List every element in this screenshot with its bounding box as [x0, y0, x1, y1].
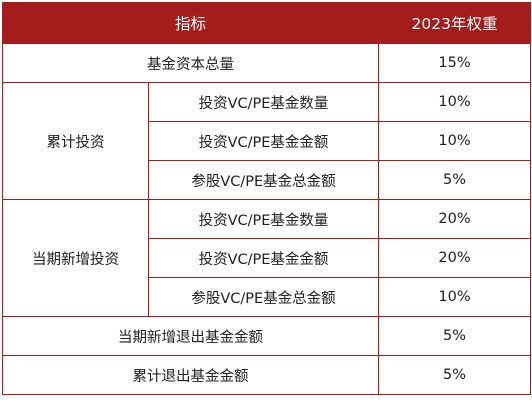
weights-table: 指标 2023年权重 基金资本总量 15% 累计投资 投资VC/PE基金数量 1…	[1, 2, 532, 395]
indicator-label: 参股VC/PE基金总金额	[147, 277, 380, 317]
indicator-label: 投资VC/PE基金数量	[147, 199, 380, 239]
table-row: 投资VC/PE基金金额 20%	[3, 238, 532, 278]
table-row: 当期新增投资 投资VC/PE基金数量 20%	[2, 199, 532, 317]
indicator-label: 参股VC/PE基金总金额	[147, 160, 380, 200]
indicator-label: 投资VC/PE基金金额	[147, 238, 380, 278]
weight-value: 15%	[378, 43, 532, 83]
weight-value: 5%	[378, 316, 532, 356]
weight-value: 10%	[378, 82, 532, 122]
weight-value: 20%	[378, 199, 532, 239]
table-row: 投资VC/PE基金金额 10%	[3, 121, 532, 161]
indicator-label: 基金资本总量	[1, 43, 380, 83]
indicator-label: 投资VC/PE基金金额	[147, 121, 380, 161]
header-weight: 2023年权重	[378, 2, 532, 44]
header-row: 指标 2023年权重	[1, 2, 532, 44]
indicator-label: 累计退出基金金额	[1, 355, 380, 395]
table-row: 当期新增退出基金金额 5%	[1, 316, 532, 356]
table-row: 基金资本总量 15%	[1, 43, 532, 83]
weight-value: 5%	[378, 160, 532, 200]
header-indicator: 指标	[1, 2, 380, 44]
weight-value: 5%	[378, 355, 532, 395]
indicator-label: 投资VC/PE基金数量	[147, 82, 380, 122]
weight-value: 10%	[378, 121, 532, 161]
group-label-current: 当期新增投资	[2, 199, 149, 317]
weight-value: 10%	[378, 277, 532, 317]
table-row: 参股VC/PE基金总金额 10%	[3, 277, 532, 317]
table-row: 累计退出基金金额 5%	[1, 355, 532, 395]
group-label-cumulative: 累计投资	[2, 82, 149, 200]
table-row: 参股VC/PE基金总金额 5%	[3, 160, 532, 200]
weight-value: 20%	[378, 238, 532, 278]
table-row: 累计投资 投资VC/PE基金数量 10%	[2, 82, 532, 200]
indicator-label: 当期新增退出基金金额	[1, 316, 380, 356]
